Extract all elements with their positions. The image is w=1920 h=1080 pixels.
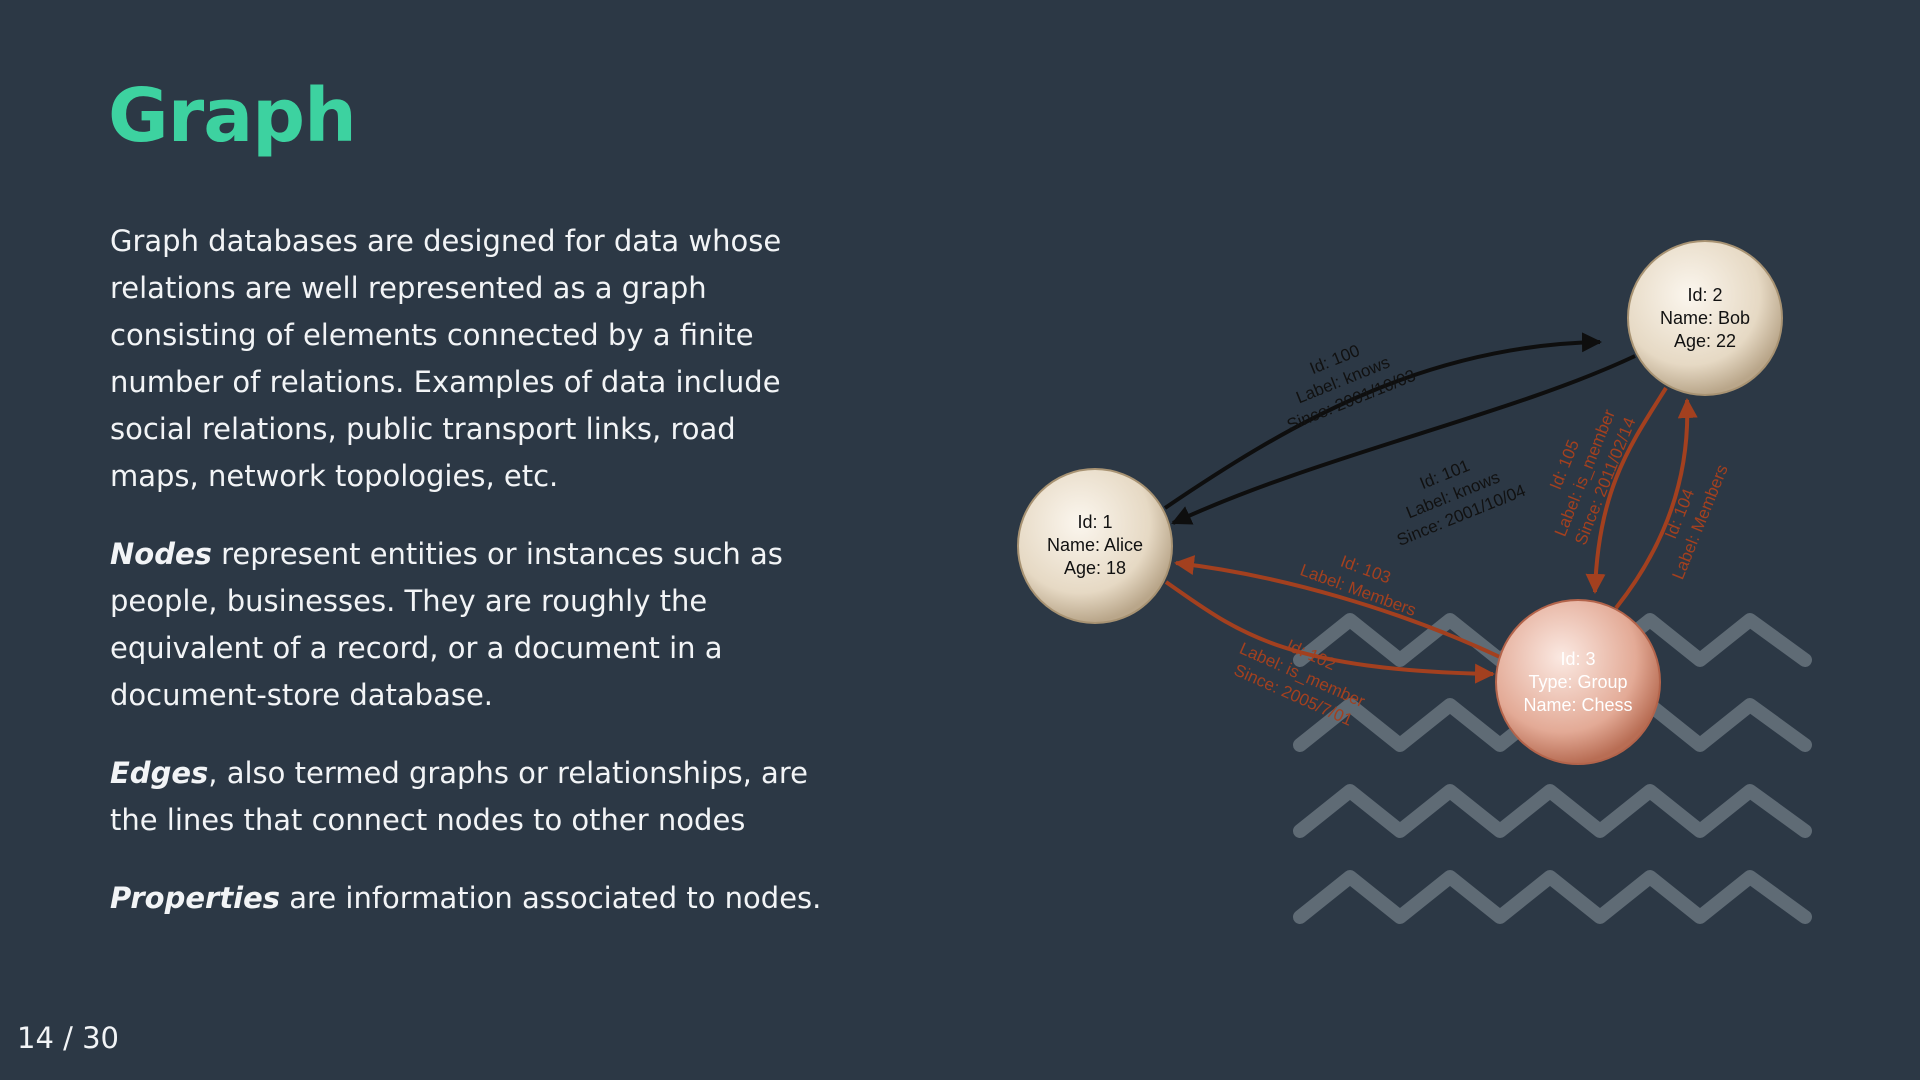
node-group-chess: Id: 3 Type: Group Name: Chess — [1495, 599, 1661, 765]
intro-paragraph: Graph databases are designed for data wh… — [110, 224, 782, 493]
edge-102-line — [1164, 580, 1495, 684]
slide-title: Graph — [108, 73, 357, 159]
node-alice-id: Id: 1 — [1077, 512, 1112, 532]
properties-text: are information associated to nodes. — [280, 881, 822, 915]
node-bob-age: Age: 22 — [1674, 331, 1736, 351]
node-alice: Id: 1 Name: Alice Age: 18 — [1017, 468, 1173, 624]
node-group-id: Id: 3 — [1560, 649, 1595, 669]
edge-105-line — [1585, 386, 1668, 594]
edge-103-label: Id: 103 Label: Members — [1298, 552, 1419, 620]
properties-term: Properties — [110, 881, 281, 915]
edge-104-label: Id: 104 Label: Members — [1661, 462, 1732, 582]
edge-100-line — [1163, 332, 1602, 510]
edge-104-line — [1614, 398, 1698, 610]
node-alice-age: Age: 18 — [1064, 558, 1126, 578]
node-bob-name: Name: Bob — [1660, 308, 1750, 328]
zigzag-line — [1293, 870, 1812, 924]
node-group-name: Name: Chess — [1523, 695, 1632, 715]
nodes-paragraph: Nodes represent entities or instances su… — [110, 531, 830, 719]
edges-term: Edges — [110, 756, 209, 790]
edge-103-line — [1174, 555, 1503, 660]
edges-paragraph: Edges, also termed graphs or relationshi… — [110, 750, 830, 844]
nodes-text: represent entities or instances such as … — [110, 537, 783, 712]
nodes-term: Nodes — [110, 537, 212, 571]
graph-diagram: Id: 100 Label: knows Since: 2001/10/03 I… — [1017, 240, 1783, 765]
properties-paragraph: Properties are information associated to… — [110, 875, 830, 922]
edge-100-label: Id: 100 Label: knows Since: 2001/10/03 — [1284, 341, 1418, 435]
edge-105-label: Id: 105 Label: is_member Since: 2011/02/… — [1546, 406, 1640, 547]
edges-text: , also termed graphs or relationships, a… — [110, 756, 808, 837]
edge-101-label: Id: 101 Label: knows Since: 2001/10/04 — [1394, 456, 1528, 550]
zigzag-line — [1293, 784, 1812, 838]
page-counter: 14 / 30 — [17, 1021, 120, 1055]
node-bob: Id: 2 Name: Bob Age: 22 — [1627, 240, 1783, 396]
node-group-type: Type: Group — [1528, 672, 1627, 692]
node-bob-id: Id: 2 — [1687, 285, 1722, 305]
slide-body: Graph databases are designed for data wh… — [110, 218, 830, 953]
node-alice-name: Name: Alice — [1047, 535, 1143, 555]
edge-101-line — [1171, 354, 1636, 525]
